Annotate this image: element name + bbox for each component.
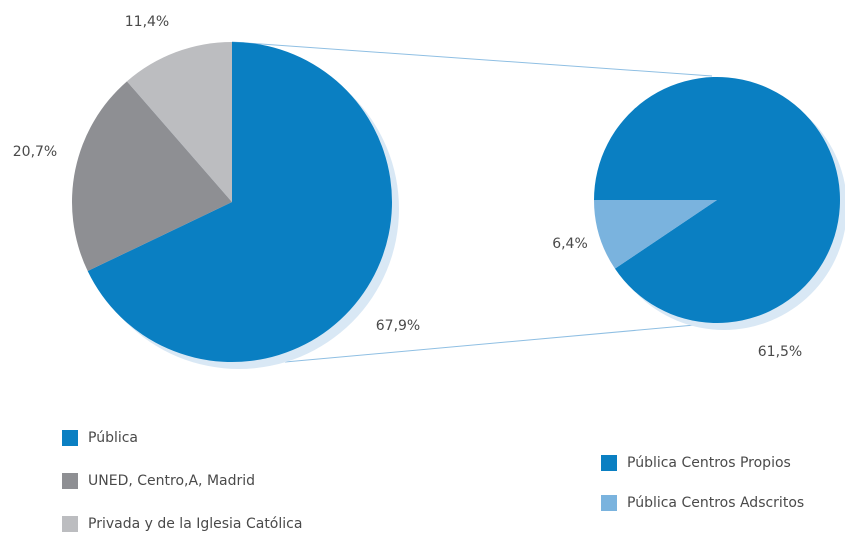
legend-swatch [62,516,78,532]
connector-line [284,322,718,363]
data-label: 67,9% [376,318,420,334]
pie-slice [594,200,717,269]
data-label: 20,7% [13,144,57,160]
data-label: 6,4% [552,236,588,252]
legend-swatch [62,473,78,489]
legend-label: Privada y de la Iglesia Católica [88,516,302,532]
pie-slice [126,42,232,202]
legend-label: Pública [88,430,138,446]
data-label: 61,5% [758,344,802,360]
pie-slice [594,76,840,323]
data-label: 11,4% [125,14,169,30]
legend-label: UNED, Centro,A, Madrid [88,473,255,489]
pie-slice [87,42,393,362]
legend-label: Pública Centros Adscritos [627,495,804,511]
legend-swatch [62,430,78,446]
connector-line [231,41,713,77]
legend-swatch [601,455,617,471]
legend-swatch [601,495,617,511]
legend-label: Pública Centros Propios [627,455,791,471]
pie-slice [72,81,232,272]
